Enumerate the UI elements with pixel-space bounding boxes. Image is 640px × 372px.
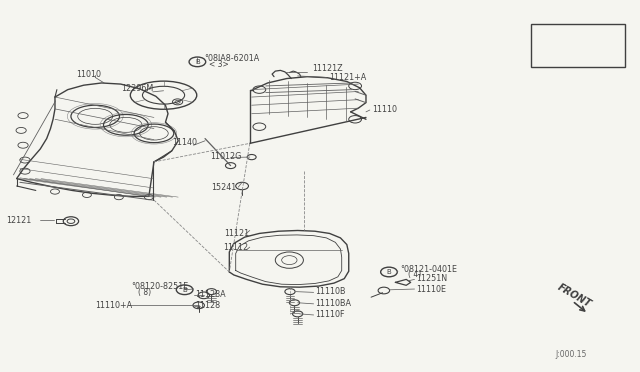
Text: B: B — [387, 269, 391, 275]
Text: 11112: 11112 — [223, 243, 248, 251]
Text: 12121: 12121 — [6, 216, 31, 225]
Text: 11110: 11110 — [372, 105, 397, 114]
Text: 11110E: 11110E — [416, 285, 446, 294]
Text: 11121Z: 11121Z — [312, 64, 343, 73]
Text: 11110BA: 11110BA — [315, 299, 351, 308]
Text: 11128A: 11128A — [195, 290, 226, 299]
Text: 11010: 11010 — [76, 70, 101, 79]
Text: 11012G: 11012G — [210, 152, 241, 161]
Text: ( 8): ( 8) — [138, 288, 151, 297]
Text: 15241: 15241 — [211, 183, 237, 192]
Text: °08IA8-6201A: °08IA8-6201A — [204, 54, 259, 63]
Text: B: B — [195, 59, 200, 65]
Text: ( 4): ( 4) — [408, 270, 421, 279]
Text: 11110B: 11110B — [315, 287, 346, 296]
Text: J:000.15: J:000.15 — [555, 350, 586, 359]
Text: 12296M: 12296M — [121, 84, 153, 93]
Text: B: B — [182, 287, 187, 293]
Text: 11140: 11140 — [172, 138, 197, 147]
Text: 11110F: 11110F — [315, 310, 344, 319]
Text: 11128: 11128 — [195, 301, 221, 310]
Text: FRONT: FRONT — [556, 282, 593, 309]
Text: 11121+A: 11121+A — [330, 73, 367, 82]
Text: 11251N: 11251N — [416, 274, 447, 283]
Bar — [531, 24, 625, 67]
Text: < 3>: < 3> — [209, 60, 228, 69]
Text: °08120-8251E: °08120-8251E — [132, 282, 189, 291]
Text: 11110+A: 11110+A — [95, 301, 132, 310]
Text: 11121: 11121 — [224, 228, 250, 238]
Text: °08121-0401E: °08121-0401E — [400, 265, 457, 274]
